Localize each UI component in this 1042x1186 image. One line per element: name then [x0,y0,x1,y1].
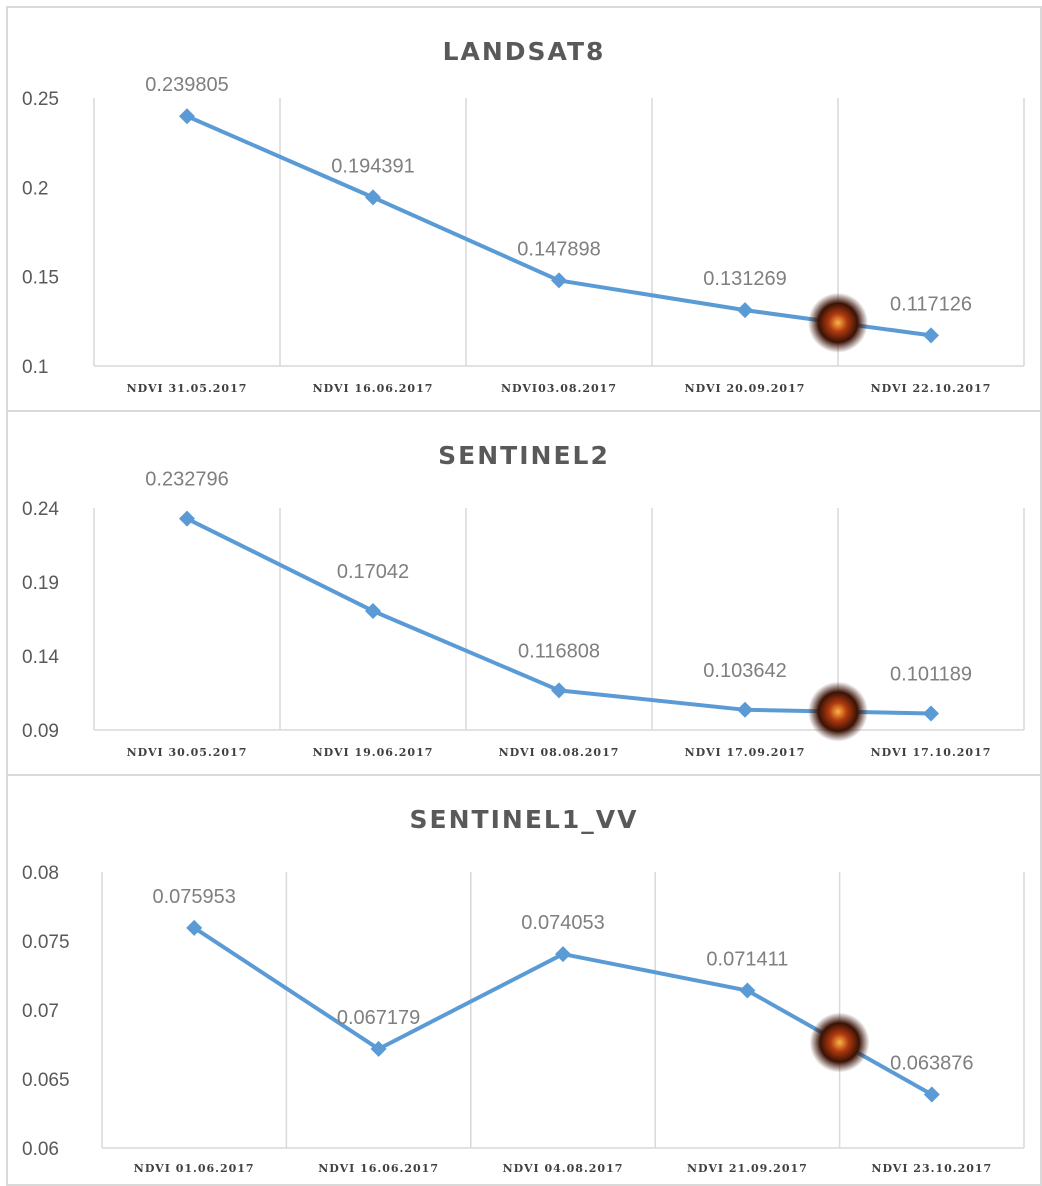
y-tick-label: 0.14 [22,647,59,668]
data-label: 0.17042 [337,561,409,583]
data-label: 0.103642 [703,660,786,682]
data-point-marker [923,327,939,344]
data-point-marker [551,682,567,699]
x-tick-label: NDVI 16.06.2017 [313,382,434,395]
fire-marker-icon [808,292,868,353]
sentinel2-chart: SENTINEL2 0.24 0.19 0.14 0.09 NDVI 30.05.2017… [22,441,1025,759]
data-label: 0.116808 [518,640,600,662]
landsat8-chart: LANDSAT8 0.25 0.2 0.15 0.1 NDVI 31.05.2017 NDV… [22,37,1025,395]
x-tick-label: NDVI 30.05.2017 [127,746,248,759]
x-tick-label: NDVI 04.08.2017 [503,1162,624,1175]
x-tick-label: NDVI 08.08.2017 [499,746,620,759]
data-point-marker [551,272,567,289]
fire-marker-icon [809,1012,870,1073]
y-tick-label: 0.1 [22,357,48,378]
data-label: 0.071411 [706,949,788,971]
y-tick-label: 0.08 [22,863,59,884]
data-point-marker [923,1086,940,1103]
data-label: 0.075953 [152,886,235,908]
data-label: 0.239805 [145,74,228,96]
data-point-marker [739,982,756,999]
y-tick-label: 0.19 [22,573,59,594]
data-label: 0.101189 [890,663,972,685]
x-tick-label: NDVI 31.05.2017 [127,382,248,395]
x-tick-label: NDVI 21.09.2017 [687,1162,808,1175]
x-tick-label: NDVI 22.10.2017 [871,382,992,395]
data-point-marker [186,919,203,936]
x-tick-label: NDVI 17.09.2017 [685,746,806,759]
x-tick-label: NDVI 17.10.2017 [871,746,992,759]
y-tick-label: 0.24 [22,499,59,520]
landsat8-chart-title: LANDSAT8 [443,37,606,66]
y-tick-label: 0.07 [22,1001,59,1022]
data-label: 0.117126 [890,293,972,315]
y-tick-label: 0.2 [22,178,48,199]
data-point-marker [923,705,939,722]
sentinel1-vv-chart-title: SENTINEL1_VV [410,805,639,834]
sentinel2-chart-title: SENTINEL2 [438,441,610,470]
landsat8-chart-panel: LANDSAT8 0.25 0.2 0.15 0.1 NDVI 31.05.2017 NDV… [6,6,1042,412]
sentinel1-vv-chart-panel: SENTINEL1_VV 0.08 0.075 0.07 0.065 0.06 NDVI 0… [6,774,1042,1186]
data-point-marker [365,602,381,619]
y-tick-label: 0.09 [22,721,59,742]
x-tick-label: NDVI 16.06.2017 [318,1162,439,1175]
data-point-marker [179,510,195,527]
data-point-marker [555,946,571,963]
fire-marker-icon [808,681,868,742]
y-tick-label: 0.06 [22,1139,59,1160]
data-label: 0.067179 [337,1007,420,1029]
data-point-marker [179,108,195,125]
x-tick-label: NDVI03.08.2017 [501,382,617,395]
x-tick-label: NDVI 01.06.2017 [134,1162,255,1175]
data-label: 0.131269 [703,268,786,290]
y-tick-label: 0.25 [22,89,59,110]
data-point-marker [737,302,753,319]
data-label: 0.232796 [145,469,228,491]
data-label: 0.074053 [521,912,604,934]
sentinel1-vv-chart: SENTINEL1_VV 0.08 0.075 0.07 0.065 0.06 NDVI 0… [22,805,1025,1175]
data-point-marker [365,189,381,206]
data-point-marker [737,701,753,718]
data-point-marker [370,1040,387,1057]
x-tick-label: NDVI 20.09.2017 [685,382,806,395]
x-tick-label: NDVI 23.10.2017 [871,1162,992,1175]
data-label: 0.147898 [517,238,600,260]
x-tick-label: NDVI 19.06.2017 [313,746,434,759]
y-tick-label: 0.065 [22,1070,70,1091]
data-label: 0.194391 [331,155,414,177]
data-label: 0.063876 [890,1053,973,1075]
sentinel2-chart-panel: SENTINEL2 0.24 0.19 0.14 0.09 NDVI 30.05.2017… [6,410,1042,776]
y-tick-label: 0.15 [22,268,59,289]
y-tick-label: 0.075 [22,932,70,953]
